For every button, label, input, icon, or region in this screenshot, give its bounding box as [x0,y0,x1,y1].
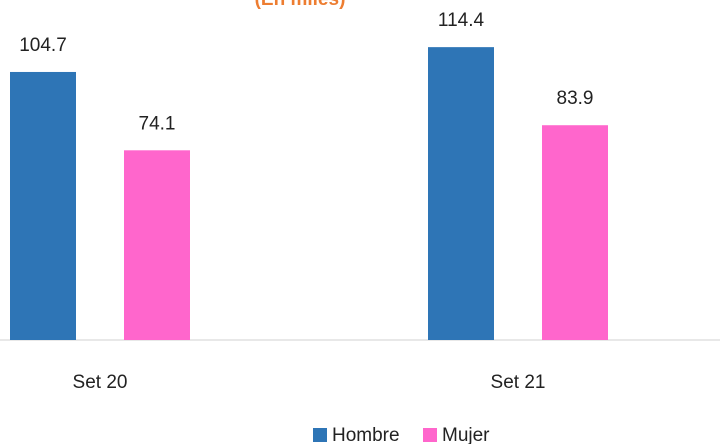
x-tick-label: Set 21 [491,372,546,393]
legend-label: Hombre [332,425,400,444]
data-label: 83.9 [557,88,594,109]
data-label: 114.4 [438,10,485,31]
bar [428,47,494,341]
legend-swatch [423,428,437,442]
chart-subtitle: (En miles) [255,0,346,10]
bar [10,71,76,340]
bar [124,150,190,340]
x-tick-label: Set 20 [73,372,128,393]
legend-swatch [313,428,327,442]
data-label: 104.7 [19,35,67,56]
legend-label: Mujer [442,425,490,444]
bar [542,125,608,340]
data-label: 74.1 [139,113,176,134]
